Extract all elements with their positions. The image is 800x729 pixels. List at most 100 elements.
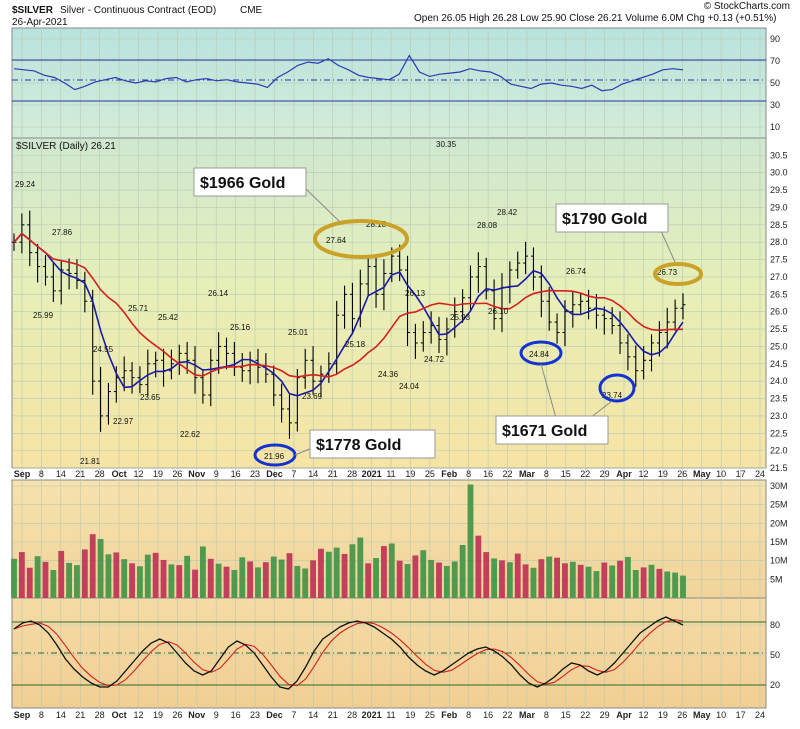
x-tick-label-bottom: Oct [112,710,127,720]
header-symbol: $SILVER [12,5,54,16]
price-label-2614: 26.14 [208,289,229,298]
volume-bars [11,484,686,598]
x-tick-label-bottom: Feb [441,710,458,720]
x-tick-label-bottom: Mar [519,710,536,720]
price-tick-label: 25.0 [770,341,788,351]
volume-bar [74,565,80,598]
volume-bar [152,552,159,598]
volume-bar [467,484,474,598]
price-label-2455: 24.55 [93,345,114,354]
volume-bar [66,562,73,598]
volume-bar [514,553,521,598]
x-tick-label-bottom: Sep [14,710,31,720]
x-tick-label-bottom: 19 [405,710,415,720]
price-label-2516: 25.16 [230,323,251,332]
price-tick-label: 29.5 [770,185,788,195]
volume-tick-label: 10M [770,556,788,566]
x-tick-label: 10 [716,469,726,479]
volume-bar [333,547,340,598]
volume-bar [81,549,88,598]
x-tick-label: 26 [172,469,182,479]
volume-bar [357,537,364,598]
volume-bar [585,566,592,598]
volume-bar [593,571,600,598]
volume-bar [624,556,631,598]
price-label-2613: 26.13 [405,289,426,298]
price-label-2842: 28.42 [497,208,518,217]
header-date: 26-Apr-2021 [12,17,68,28]
x-tick-label-bottom: 8 [466,710,471,720]
rsi-tick-label: 90 [770,34,780,44]
volume-bar [522,564,529,598]
x-tick-label-bottom: 19 [658,710,668,720]
moving-average-slow [13,232,683,378]
volume-bar [443,565,450,598]
volume-bar [530,567,537,598]
volume-bar [318,548,324,598]
volume-bar [632,570,639,598]
volume-bar [278,559,285,598]
x-tick-label-bottom: Nov [188,710,205,720]
x-tick-label: Oct [112,469,127,479]
volume-bar [388,543,395,598]
callout-box-1671 [495,415,609,445]
volume-bar [562,563,568,598]
price-label-2818: 28.18 [366,220,387,229]
x-tick-label-bottom: 16 [483,710,493,720]
price-tick-label: 24.5 [770,359,788,369]
volume-bar [640,567,647,598]
callout-1778-gold: $1778 Gold [316,437,401,454]
price-annotations: 29.24 27.86 25.99 24.55 21.81 25.71 22.9… [15,140,678,466]
rsi-tick-label: 10 [770,122,780,132]
volume-bar [89,534,96,598]
volume-bar [137,566,143,598]
x-tick-label-bottom: 19 [153,710,163,720]
price-label-2610: 26.10 [488,307,509,316]
callout-1966-gold: $1966 Gold [200,175,285,192]
price-tick-label: 27.0 [770,272,788,282]
price-tick-label: 25.5 [770,324,788,334]
x-tick-label-bottom: 8 [39,710,44,720]
stochastic-d-line [13,619,684,687]
x-tick-label-bottom: 12 [638,710,648,720]
x-tick-label: 26 [677,469,687,479]
volume-bar [349,544,356,598]
volume-bar [310,560,316,598]
x-tick-label-bottom: 16 [231,710,241,720]
volume-bar [672,572,679,598]
volume-bar [341,553,348,598]
x-tick-label-bottom: May [693,710,711,720]
price-label-2924: 29.24 [15,180,36,189]
volume-bar [302,568,309,598]
price-tick-label: 28.0 [770,237,788,247]
price-label-2365: 23.65 [140,393,161,402]
header-ohlc: Open 26.05 High 26.28 Low 25.90 Close 26… [414,13,776,24]
x-tick-label-bottom: 14 [56,710,66,720]
x-tick-label-bottom: 10 [716,710,726,720]
price-label-2673: 26.73 [657,268,678,277]
x-tick-label: 14 [308,469,318,479]
price-label-2518: 25.18 [345,340,366,349]
x-tick-label: 23 [250,469,260,479]
x-tick-label: 2021 [362,469,382,479]
volume-bar [105,554,112,598]
volume-bar [491,558,498,598]
x-tick-label: 22 [503,469,513,479]
x-tick-label: Apr [616,469,632,479]
volume-bar [451,561,458,598]
volume-bar [207,558,214,598]
rsi-tick-label: 50 [770,78,780,88]
stochastic-k-line [13,616,684,690]
volume-bar [436,562,442,598]
x-tick-label: 15 [561,469,571,479]
x-tick-label-bottom: 11 [386,710,395,720]
x-tick-label-bottom: 23 [250,710,260,720]
x-tick-label: May [693,469,711,479]
price-series [11,210,686,439]
stochastic-tick-label: 80 [770,620,780,630]
x-tick-label-bottom: 26 [677,710,687,720]
leader-1671-a [540,363,557,419]
rsi-tick-label: 30 [770,100,780,110]
price-label-2674: 26.74 [566,267,587,276]
volume-bar [113,552,120,598]
